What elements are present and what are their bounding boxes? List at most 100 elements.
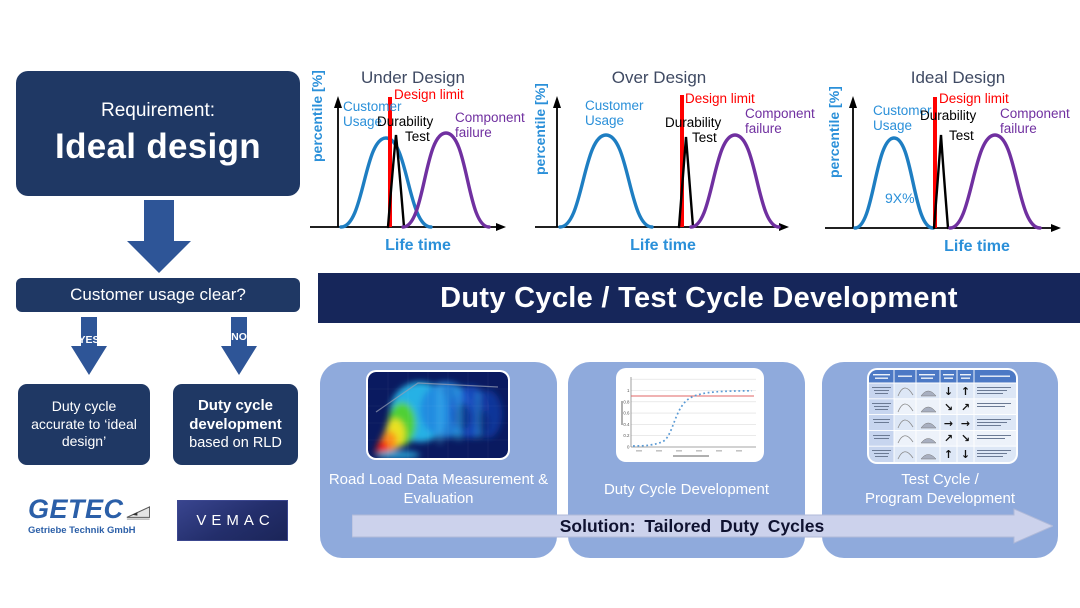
- label-component-2: failure: [1000, 121, 1037, 136]
- banner-title: Duty Cycle / Test Cycle Development: [440, 281, 958, 314]
- no-label: NO: [231, 331, 247, 343]
- axes: [535, 96, 789, 231]
- label-customer-1: Customer: [343, 99, 402, 114]
- x-axis-label: Life time: [385, 237, 451, 254]
- chart-title: Over Design: [612, 68, 706, 87]
- svg-text:→: →: [961, 417, 970, 430]
- label-customer-2: Usage: [585, 113, 624, 128]
- axes: [825, 96, 1061, 232]
- table-grid: [869, 370, 1016, 462]
- getec-triangle-icon: [126, 506, 150, 520]
- curve-component-failure: [401, 131, 491, 229]
- curve-customer-usage: [558, 133, 654, 229]
- svg-text:0.4: 0.4: [623, 422, 630, 427]
- curve-durability-test: [932, 134, 950, 230]
- svg-text:0.8: 0.8: [623, 399, 630, 404]
- panel-duty-cycle-caption: Duty Cycle Development: [574, 466, 799, 512]
- chart-under-design: Under Design percentile [%] Customer Usa…: [309, 68, 525, 254]
- label-design-limit: Design limit: [685, 91, 755, 106]
- annotation-9x: 9X%: [885, 190, 915, 206]
- label-customer-1: Customer: [585, 98, 644, 113]
- yes-arrow-icon: [71, 317, 107, 375]
- getec-wordmark: GETEC: [28, 494, 124, 524]
- result-box-no-bold: Duty cycle development: [189, 397, 282, 434]
- y-axis-label: percentile [%]: [826, 86, 842, 178]
- y-axis-label: percentile [%]: [309, 70, 325, 162]
- label-customer-2: Usage: [873, 118, 912, 133]
- result-box-no: Duty cycle development based on RLD: [173, 384, 298, 465]
- panel-road-load-caption: Road Load Data Measurement & Evaluation: [326, 466, 551, 512]
- table-header-text-bars: [873, 374, 1010, 379]
- chart-over-design: Over Design percentile [%] Customer Usag…: [532, 68, 815, 254]
- scurve-x-axis-title-bar: [673, 455, 709, 457]
- svg-text:↘: ↘: [944, 401, 953, 414]
- table-text-bars: [872, 387, 1011, 457]
- curve-component-failure: [689, 133, 781, 229]
- rld-heatmap-thumbnail: [366, 370, 510, 460]
- requirement-box: Requirement: Ideal design: [16, 71, 300, 196]
- heatmap-image: [368, 372, 508, 458]
- label-customer-1: Customer: [873, 103, 932, 118]
- yes-label: YES: [78, 334, 100, 346]
- test-cycle-table-thumbnail: ↓ ↑ ↘ ↗ → → ↗ ↘ ↑ ↓: [867, 368, 1018, 464]
- curve-customer-usage: [339, 136, 433, 229]
- curve-durability-test: [386, 134, 406, 229]
- heatmap-boundary-line: [375, 382, 499, 413]
- y-axis-label: percentile [%]: [532, 83, 548, 175]
- chart-title: Ideal Design: [911, 68, 1006, 87]
- result-box-yes: Duty cycle accurate to ‘ideal design’: [18, 384, 150, 465]
- label-component-1: Component: [745, 106, 815, 121]
- x-axis-label: Life time: [630, 237, 696, 254]
- svg-text:↗: ↗: [961, 401, 970, 414]
- scurve-grid: [631, 378, 756, 436]
- result-box-yes-text: Duty cycle accurate to ‘ideal design’: [31, 397, 137, 450]
- caption-line: Road Load Data Measurement &: [328, 471, 549, 488]
- banner: Duty Cycle / Test Cycle Development: [318, 273, 1080, 323]
- svg-text:0.2: 0.2: [623, 433, 630, 438]
- no-arrow-icon: [221, 317, 257, 375]
- curve-component-failure: [948, 133, 1042, 230]
- caption-line: Program Development: [864, 490, 1016, 507]
- no-arrow-shape: [221, 317, 257, 375]
- x-axis-label: Life time: [944, 238, 1010, 255]
- solution-arrow: [352, 508, 1053, 544]
- scurve-x-ticks: [621, 401, 742, 457]
- svg-text:↗: ↗: [944, 432, 953, 445]
- chart-ideal-design: Ideal Design percentile [%] Customer Usa…: [825, 68, 1070, 255]
- question-label: Customer usage clear?: [70, 285, 246, 304]
- panel-test-cycle-caption: Test Cycle / Program Development: [828, 466, 1052, 512]
- label-component-2: failure: [455, 125, 492, 140]
- label-component-1: Component: [1000, 106, 1070, 121]
- getec-logo: GETEC Getriebe Technik GmbH: [28, 496, 150, 536]
- down-arrow-icon: [127, 200, 191, 273]
- label-durability-2: Test: [405, 129, 430, 144]
- solution-label: Solution: Tailored Duty Cycles: [352, 506, 1032, 546]
- svg-text:→: →: [944, 417, 953, 430]
- caption-line: Duty Cycle Development: [603, 480, 770, 498]
- duty-cycle-chart-thumbnail: 0 0.2 0.4 0.6 0.8 1: [616, 368, 764, 462]
- heatmap-blobs: [374, 382, 502, 458]
- scurve-y-ticks: 0 0.2 0.4 0.6 0.8 1: [623, 388, 630, 450]
- table-arrow-glyphs: ↓ ↑ ↘ ↗ → → ↗ ↘ ↑ ↓: [944, 385, 970, 461]
- scurve-y-axis-title-bar: [621, 401, 623, 425]
- label-component-1: Component: [455, 110, 525, 125]
- svg-text:0.6: 0.6: [623, 411, 630, 416]
- caption-line: Test Cycle /: [901, 471, 979, 488]
- solution-label-text: Solution: Tailored Duty Cycles: [559, 515, 825, 536]
- label-durability-2: Test: [949, 128, 974, 143]
- solution-arrow-shape: [352, 508, 1053, 544]
- svg-text:↓: ↓: [961, 448, 970, 461]
- vemac-logo: VEMAC: [177, 500, 288, 541]
- table-header-row: [869, 370, 1016, 383]
- svg-text:1: 1: [627, 388, 630, 393]
- svg-text:↘: ↘: [961, 432, 970, 445]
- vemac-wordmark: VEMAC: [196, 512, 275, 529]
- svg-text:0: 0: [627, 445, 630, 450]
- down-arrow-shape: [127, 200, 191, 273]
- caption-line: Evaluation: [403, 490, 474, 507]
- requirement-label: Requirement:: [100, 100, 216, 121]
- label-durability-2: Test: [692, 130, 717, 145]
- table-spark-curves: [897, 387, 914, 460]
- result-box-no-rest: based on RLD: [189, 435, 282, 452]
